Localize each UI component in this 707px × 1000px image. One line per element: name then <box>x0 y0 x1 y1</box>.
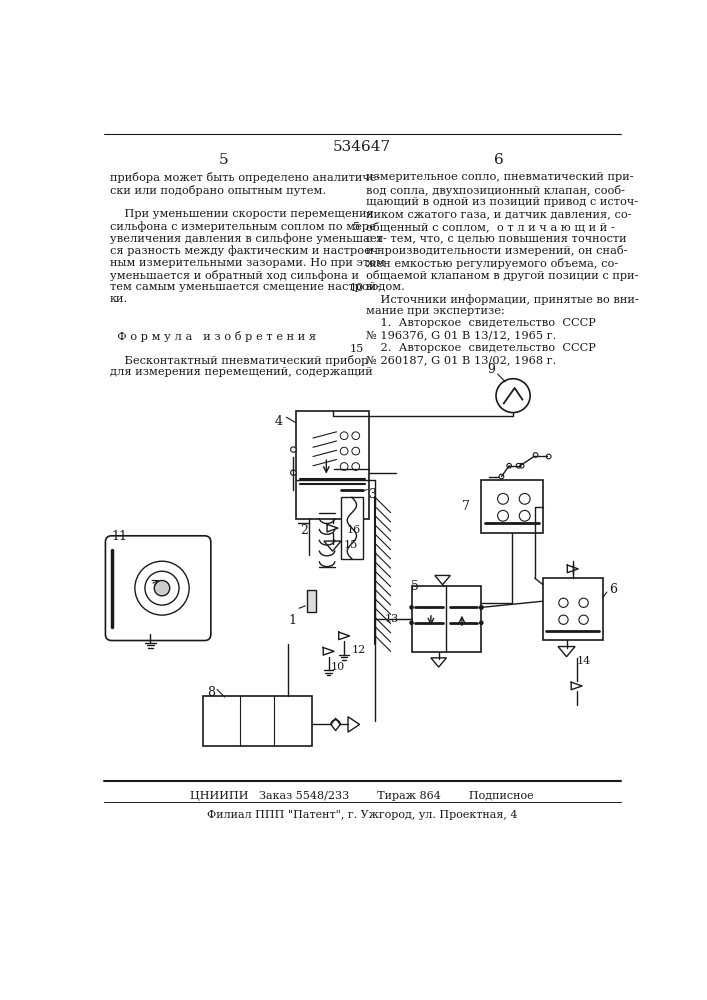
Text: 8: 8 <box>207 686 215 699</box>
Text: 10: 10 <box>349 283 363 293</box>
Text: мание при экспертизе:: мание при экспертизе: <box>366 306 505 316</box>
Circle shape <box>516 463 521 468</box>
Text: № 196376, G 01 В 13/12, 1965 г.: № 196376, G 01 В 13/12, 1965 г. <box>366 331 556 341</box>
Text: тем самым уменьшается смещение настрой-: тем самым уменьшается смещение настрой- <box>110 282 380 292</box>
Text: № 260187, G 01 В 13/02, 1968 г.: № 260187, G 01 В 13/02, 1968 г. <box>366 355 556 365</box>
Text: 16: 16 <box>346 525 361 535</box>
Text: вод сопла, двухпозиционный клапан, сооб-: вод сопла, двухпозиционный клапан, сооб- <box>366 185 625 196</box>
Circle shape <box>547 454 551 459</box>
Circle shape <box>499 474 504 479</box>
Circle shape <box>559 598 568 607</box>
Text: 1: 1 <box>288 614 296 627</box>
Circle shape <box>519 463 524 468</box>
Circle shape <box>352 463 360 470</box>
Text: 2.  Авторское  свидетельство  СССР: 2. Авторское свидетельство СССР <box>366 343 595 353</box>
Circle shape <box>479 605 484 610</box>
Text: Филиал ППП "Патент", г. Ужгород, ул. Проектная, 4: Филиал ППП "Патент", г. Ужгород, ул. Про… <box>206 810 518 820</box>
Text: ски или подобрано опытным путем.: ски или подобрано опытным путем. <box>110 185 326 196</box>
Circle shape <box>340 463 348 470</box>
Circle shape <box>340 447 348 455</box>
Text: и производительности измерений, он снаб-: и производительности измерений, он снаб- <box>366 245 627 256</box>
Text: 15: 15 <box>344 540 358 550</box>
Text: ником сжатого газа, и датчик давления, со-: ником сжатого газа, и датчик давления, с… <box>366 209 631 219</box>
Circle shape <box>135 561 189 615</box>
Circle shape <box>409 620 414 625</box>
Text: 534647: 534647 <box>333 140 391 154</box>
Circle shape <box>559 615 568 624</box>
Circle shape <box>507 463 512 468</box>
Bar <box>307 590 316 612</box>
Text: с я  тем, что, с целью повышения точности: с я тем, что, с целью повышения точности <box>366 233 626 243</box>
Circle shape <box>479 620 484 625</box>
Text: увеличения давления в сильфоне уменьшает-: увеличения давления в сильфоне уменьшает… <box>110 233 387 244</box>
Circle shape <box>479 605 484 610</box>
Circle shape <box>579 598 588 607</box>
Circle shape <box>519 510 530 521</box>
Circle shape <box>291 470 296 475</box>
Text: 5: 5 <box>219 153 229 167</box>
Text: 2: 2 <box>300 524 308 537</box>
Text: 15: 15 <box>349 344 363 354</box>
Text: общаемой клапаном в другой позиции с при-: общаемой клапаном в другой позиции с при… <box>366 270 638 281</box>
Text: для измерения перемещений, содержащий: для измерения перемещений, содержащий <box>110 367 373 377</box>
Text: ки.: ки. <box>110 294 129 304</box>
Circle shape <box>340 432 348 440</box>
Text: Бесконтактный пневматический прибор: Бесконтактный пневматический прибор <box>110 355 368 366</box>
Text: 7: 7 <box>462 500 469 513</box>
Circle shape <box>352 432 360 440</box>
Text: водом.: водом. <box>366 282 406 292</box>
Text: 1.  Авторское  свидетельство  СССР: 1. Авторское свидетельство СССР <box>366 318 595 328</box>
Text: 6: 6 <box>609 583 617 596</box>
Text: ся разность между фактическим и настроеч-: ся разность между фактическим и настроеч… <box>110 245 382 256</box>
Text: 12: 12 <box>352 645 366 655</box>
Circle shape <box>409 605 414 610</box>
Circle shape <box>145 571 179 605</box>
Circle shape <box>352 447 360 455</box>
Text: 4: 4 <box>274 415 283 428</box>
Text: ным измерительными зазорами. Но при этом: ным измерительными зазорами. Но при этом <box>110 258 385 268</box>
Circle shape <box>496 379 530 413</box>
Bar <box>341 497 363 559</box>
Text: ЦНИИПИ   Заказ 5548/233        Тираж 864        Подписное: ЦНИИПИ Заказ 5548/233 Тираж 864 Подписно… <box>190 791 534 801</box>
Bar <box>411 586 481 652</box>
Circle shape <box>498 510 508 521</box>
Circle shape <box>519 493 530 504</box>
Text: измерительное сопло, пневматический при-: измерительное сопло, пневматический при- <box>366 172 633 182</box>
Text: Ф о р м у л а   и з о б р е т е н и я: Ф о р м у л а и з о б р е т е н и я <box>110 331 316 342</box>
Text: 9: 9 <box>487 363 496 376</box>
Text: 3: 3 <box>369 488 377 501</box>
Text: 5: 5 <box>411 580 419 593</box>
Text: щающий в одной из позиций привод с источ-: щающий в одной из позиций привод с источ… <box>366 197 638 207</box>
Text: сильфона с измерительным соплом по мере: сильфона с измерительным соплом по мере <box>110 221 376 232</box>
Text: Источники информации, принятые во вни-: Источники информации, принятые во вни- <box>366 294 638 305</box>
FancyBboxPatch shape <box>105 536 211 641</box>
Circle shape <box>154 580 170 596</box>
Text: 13: 13 <box>385 614 399 624</box>
Text: уменьшается и обратный ход сильфона и: уменьшается и обратный ход сильфона и <box>110 270 359 281</box>
Bar <box>296 411 369 519</box>
Text: жен емкостью регулируемого объема, со-: жен емкостью регулируемого объема, со- <box>366 258 618 269</box>
Text: 11: 11 <box>112 530 128 543</box>
Circle shape <box>498 493 508 504</box>
Circle shape <box>291 447 296 452</box>
Bar <box>542 578 603 640</box>
Text: 14: 14 <box>577 656 591 666</box>
Text: общенный с соплом,  о т л и ч а ю щ и й -: общенный с соплом, о т л и ч а ю щ и й - <box>366 221 614 232</box>
Text: 5: 5 <box>353 222 360 232</box>
Bar <box>481 480 543 533</box>
Text: 6: 6 <box>494 153 504 167</box>
Text: прибора может быть определено аналитиче-: прибора может быть определено аналитиче- <box>110 172 380 183</box>
Text: При уменьшении скорости перемещения: При уменьшении скорости перемещения <box>110 209 374 219</box>
Circle shape <box>579 615 588 624</box>
Circle shape <box>533 453 538 457</box>
Bar <box>203 696 312 746</box>
Text: 10: 10 <box>330 662 344 672</box>
